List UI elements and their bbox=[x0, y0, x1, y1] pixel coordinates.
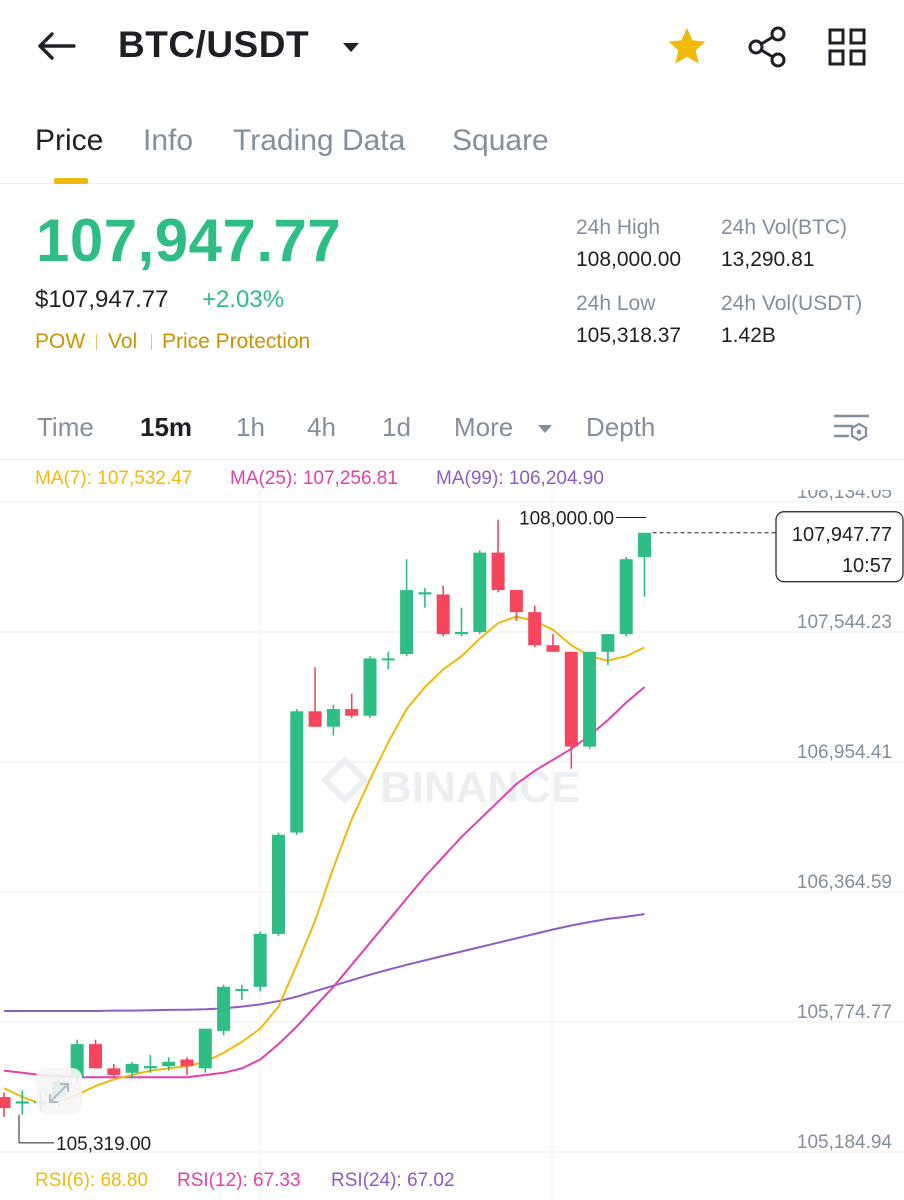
candle-body bbox=[601, 634, 615, 652]
ma7-line bbox=[3, 615, 645, 1105]
candle-body bbox=[381, 658, 395, 661]
interval-time[interactable]: Time bbox=[37, 412, 94, 442]
candle-body bbox=[345, 709, 359, 716]
candlestick-chart[interactable]: BINANCE 108,134.05 107,544.23 106,954.41 10… bbox=[0, 490, 904, 1200]
rsi6-label: RSI(6): 68.80 bbox=[35, 1170, 148, 1191]
tag-divider bbox=[96, 334, 97, 350]
interval-more[interactable]: More bbox=[454, 412, 514, 442]
candle-body bbox=[619, 559, 633, 635]
grid-icon[interactable] bbox=[824, 24, 870, 70]
candle-body bbox=[0, 1097, 11, 1109]
ma99-label: MA(99): 106,204.90 bbox=[436, 468, 604, 489]
candle-body bbox=[143, 1066, 157, 1069]
stat-high-value: 108,000.00 bbox=[576, 248, 682, 271]
candle-body bbox=[125, 1063, 139, 1073]
candle-body bbox=[253, 933, 267, 987]
section-tabs: Price Info Trading Data Square bbox=[0, 110, 904, 184]
watermark-logo bbox=[320, 755, 370, 805]
candle-body bbox=[272, 834, 285, 934]
ma25-line bbox=[3, 686, 646, 1079]
last-time-label: 10:57 bbox=[842, 555, 892, 577]
tab-info[interactable]: Info bbox=[143, 124, 194, 157]
rsi12-label: RSI(12): 67.33 bbox=[177, 1170, 301, 1191]
candle-body bbox=[235, 989, 249, 992]
fullscreen-icon-glyph bbox=[48, 1082, 70, 1104]
more-caret-icon[interactable] bbox=[537, 422, 553, 434]
tab-price[interactable]: Price bbox=[35, 124, 104, 157]
caret-down-icon[interactable] bbox=[340, 36, 362, 58]
candle-body bbox=[436, 594, 450, 635]
candle-body bbox=[217, 986, 231, 1031]
price-change-percent: +2.03% bbox=[202, 286, 285, 313]
share-icon[interactable] bbox=[744, 24, 790, 70]
candle-body bbox=[491, 552, 505, 591]
candle-body bbox=[162, 1061, 176, 1067]
fullscreen-icon[interactable] bbox=[36, 1068, 82, 1114]
y-axis-label: 106,954.41 bbox=[797, 742, 892, 763]
pair-title[interactable]: BTC/USDT bbox=[118, 24, 310, 65]
stat-low-value: 105,318.37 bbox=[576, 324, 682, 347]
tag-vol[interactable]: Vol bbox=[108, 330, 138, 353]
candle-body bbox=[528, 612, 542, 646]
tag-price-protection[interactable]: Price Protection bbox=[162, 330, 311, 353]
interval-1d[interactable]: 1d bbox=[382, 412, 411, 442]
ma99-line bbox=[4, 913, 645, 1012]
candle-body bbox=[400, 590, 414, 654]
interval-depth[interactable]: Depth bbox=[586, 412, 656, 442]
y-axis-label: 105,184.94 bbox=[797, 1132, 893, 1153]
candle-body bbox=[326, 709, 340, 727]
y-axis-label: 105,774.77 bbox=[797, 1002, 892, 1023]
candle-body bbox=[290, 711, 304, 833]
ma7-label: MA(7): 107,532.47 bbox=[35, 468, 193, 489]
tab-square[interactable]: Square bbox=[452, 124, 549, 157]
candle-body bbox=[15, 1101, 29, 1104]
interval-4h[interactable]: 4h bbox=[307, 412, 336, 442]
candle-body bbox=[509, 590, 523, 613]
candle-body bbox=[198, 1028, 212, 1069]
tag-divider bbox=[151, 334, 152, 350]
stat-vol-usdt-value: 1.42B bbox=[721, 324, 776, 347]
usd-price: $107,947.77 bbox=[35, 286, 169, 313]
star-icon[interactable] bbox=[664, 24, 710, 70]
y-axis-label: 108,134.05 bbox=[797, 490, 892, 503]
back-arrow-icon[interactable] bbox=[32, 22, 80, 70]
interval-bar: Time 15m 1h 4h 1d More Depth bbox=[0, 400, 904, 460]
y-axis-label: 107,544.23 bbox=[797, 612, 892, 633]
candle-body bbox=[89, 1044, 102, 1069]
candle-body bbox=[638, 532, 651, 558]
last-price: 107,947.77 bbox=[36, 207, 342, 274]
candle-body bbox=[107, 1068, 121, 1075]
stat-high-label: 24h High bbox=[576, 216, 661, 239]
tag-pow[interactable]: POW bbox=[35, 330, 86, 353]
stat-vol-btc-label: 24h Vol(BTC) bbox=[721, 216, 848, 239]
stat-vol-btc-value: 13,290.81 bbox=[721, 248, 815, 271]
rsi24-label: RSI(24): 67.02 bbox=[331, 1170, 455, 1191]
stat-vol-usdt-label: 24h Vol(USDT) bbox=[721, 292, 863, 315]
active-tab-indicator bbox=[54, 178, 88, 184]
candle-body bbox=[455, 631, 468, 635]
candle-body bbox=[418, 592, 432, 595]
high-marker-label: 108,000.00 bbox=[519, 509, 614, 530]
last-price-box bbox=[775, 511, 904, 583]
candle-body bbox=[473, 552, 487, 632]
low-marker-label: 105,319.00 bbox=[56, 1134, 151, 1155]
tab-trading-data[interactable]: Trading Data bbox=[233, 124, 406, 157]
top-bar: BTC/USDT bbox=[0, 0, 904, 95]
candle-body bbox=[363, 658, 377, 716]
candle-body bbox=[180, 1059, 194, 1067]
candle-body bbox=[583, 651, 597, 747]
last-price-label: 107,947.77 bbox=[792, 524, 892, 546]
interval-1h[interactable]: 1h bbox=[236, 412, 265, 442]
candle-body bbox=[308, 711, 322, 727]
candle-body bbox=[546, 645, 560, 652]
ma25-label: MA(25): 107,256.81 bbox=[230, 468, 398, 489]
y-axis-label: 106,364.59 bbox=[797, 872, 892, 893]
fullscreen-icon-bg bbox=[36, 1068, 82, 1114]
watermark-text: BINANCE bbox=[380, 763, 580, 812]
chart-settings-icon[interactable] bbox=[830, 408, 874, 448]
interval-15m[interactable]: 15m bbox=[140, 412, 193, 442]
stat-low-label: 24h Low bbox=[576, 292, 656, 315]
candle-body bbox=[564, 651, 578, 747]
